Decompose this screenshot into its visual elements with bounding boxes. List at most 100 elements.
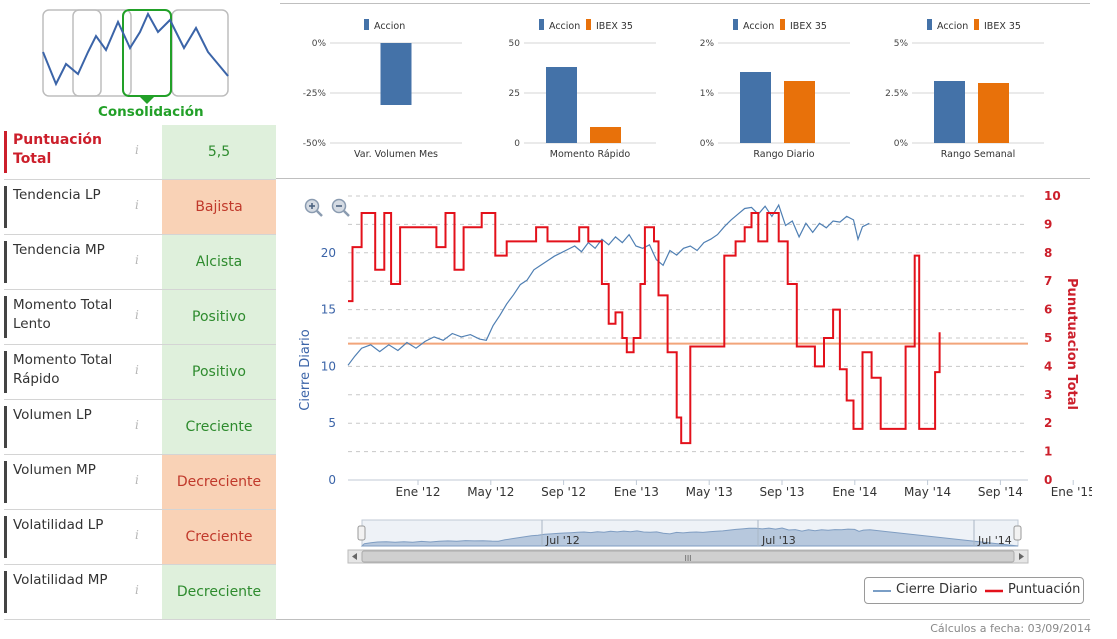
cierre-diario-line: [347, 203, 870, 366]
indicator-label: Momento Total Lento: [4, 296, 141, 338]
bar: [934, 81, 965, 143]
x-tick-label: Sep '12: [541, 485, 586, 499]
info-icon[interactable]: i: [135, 308, 139, 322]
legend-swatch: [780, 19, 785, 30]
info-icon[interactable]: i: [135, 143, 139, 157]
mini-bar-chart: Accion IBEX 35 2% 1% 0% Rango Diario: [700, 19, 850, 160]
main-chart: 0 1 2 3 4 5 6 7 8 9 10 0 5 10 15 20 Ene '12 May '12 Sep '1…: [292, 184, 1096, 574]
mini-chart-title: Momento Rápido: [550, 149, 631, 160]
tick-label: 25: [509, 89, 520, 99]
zoom-in-button[interactable]: [304, 198, 323, 217]
left-tick-label: 15: [321, 303, 336, 317]
right-tick-label: 7: [1044, 274, 1052, 288]
left-axis-title: Cierre Diario: [298, 329, 313, 411]
indicator-label: Volatilidad MP: [4, 571, 141, 613]
bar: [978, 83, 1009, 143]
legend-label: IBEX 35: [984, 21, 1021, 32]
tick-label: 2.5%: [885, 89, 908, 99]
right-tick-label: 1: [1044, 445, 1052, 459]
x-tick-label: Sep '14: [978, 485, 1023, 499]
puntuacion-line: [348, 212, 941, 445]
legend-swatch: [539, 19, 544, 30]
tick-label: 0: [514, 139, 520, 149]
legend-label: IBEX 35: [596, 21, 633, 32]
total-score-row: Puntuación Total i 5,5: [4, 125, 276, 180]
logo-caption: Consolidación: [98, 104, 204, 120]
top-border-line: [280, 3, 1090, 4]
zoom-out-button[interactable]: [331, 198, 350, 217]
bar: [380, 43, 412, 105]
tick-label: 50: [509, 39, 521, 49]
navigator-label: Jul '13: [761, 534, 796, 547]
tick-label: 2%: [700, 39, 715, 49]
legend-swatch: [927, 19, 932, 30]
navigator-handle-left: [357, 525, 366, 541]
right-tick-label: 4: [1044, 359, 1052, 373]
x-tick-label: Sep '13: [760, 485, 805, 499]
calculation-date: Cálculos a fecha: 03/09/2014: [930, 622, 1091, 635]
bar: [546, 67, 577, 143]
tick-label: 0%: [312, 39, 327, 49]
info-icon[interactable]: i: [135, 418, 139, 432]
right-tick-label: 2: [1044, 416, 1052, 430]
indicator-value: Decreciente: [162, 455, 276, 509]
right-tick-label: 0: [1044, 473, 1052, 487]
tick-label: -50%: [303, 139, 327, 149]
indicator-row: Volatilidad MP i Decreciente: [4, 565, 276, 620]
left-tick-label: 5: [328, 416, 336, 430]
indicator-row: Tendencia MP i Alcista: [4, 235, 276, 290]
left-tick-label: 0: [328, 473, 336, 487]
info-icon[interactable]: i: [135, 473, 139, 487]
indicator-row: Momento Total Rápido i Positivo: [4, 345, 276, 400]
indicator-label: Momento Total Rápido: [4, 351, 141, 393]
right-tick-label: 3: [1044, 388, 1052, 402]
x-tick-label: Ene '13: [614, 485, 659, 499]
info-icon[interactable]: i: [135, 528, 139, 542]
navigator-label: Jul '12: [545, 534, 580, 547]
bar: [740, 72, 771, 143]
indicator-value: Positivo: [162, 345, 276, 399]
indicator-label: Tendencia MP: [4, 241, 141, 283]
left-tick-label: 20: [321, 246, 336, 260]
bar: [784, 81, 815, 143]
info-icon[interactable]: i: [135, 363, 139, 377]
right-tick-label: 10: [1044, 189, 1061, 203]
info-icon[interactable]: i: [135, 253, 139, 267]
indicator-label: Volumen MP: [4, 461, 141, 503]
middle-border-line: [276, 178, 1090, 179]
total-score-value: 5,5: [162, 125, 276, 179]
legend-label: IBEX 35: [790, 21, 827, 32]
zoom-out-icon: [331, 198, 350, 217]
indicator-value: Creciente: [162, 510, 276, 564]
navigator-area: [360, 527, 1019, 547]
info-icon[interactable]: i: [135, 198, 139, 212]
left-tick-label: 10: [321, 359, 336, 373]
legend-swatch: [364, 19, 369, 30]
info-icon[interactable]: i: [135, 583, 139, 597]
navigator-label: Jul '14: [977, 534, 1012, 547]
legend-label: Accion: [937, 21, 968, 32]
x-tick-label: Ene '14: [832, 485, 877, 499]
zoom-in-icon: [304, 198, 323, 217]
legend-item-puntuacion[interactable]: Puntuación: [1008, 582, 1081, 597]
legend-item-cierre[interactable]: Cierre Diario: [896, 582, 978, 597]
indicator-row: Volatilidad LP i Creciente: [4, 510, 276, 565]
mini-bar-chart: Accion IBEX 35 5% 2.5% 0% Rango Semanal: [885, 19, 1044, 160]
legend-label: Accion: [743, 21, 774, 32]
bottom-border-line: [276, 619, 1090, 620]
consolidation-pattern-icon: [42, 9, 229, 104]
scrollbar-grip: III: [684, 554, 691, 563]
tick-label: 5%: [894, 39, 909, 49]
indicator-value: Bajista: [162, 180, 276, 234]
indicator-row: Volumen MP i Decreciente: [4, 455, 276, 510]
indicator-label: Tendencia LP: [4, 186, 141, 228]
chart-legend: Cierre Diario Puntuación: [864, 577, 1084, 604]
legend-swatch: [586, 19, 591, 30]
x-tick-label: Ene '15: [1051, 485, 1092, 499]
indicator-row: Momento Total Lento i Positivo: [4, 290, 276, 345]
legend-label: Accion: [549, 21, 580, 32]
right-axis-title: Punutuacion Total: [1064, 278, 1079, 410]
indicator-value: Decreciente: [162, 565, 276, 619]
legend-label: Accion: [374, 21, 405, 32]
mini-bar-chart: Accion IBEX 35 50 25 0 Momento Rápido: [509, 19, 656, 160]
